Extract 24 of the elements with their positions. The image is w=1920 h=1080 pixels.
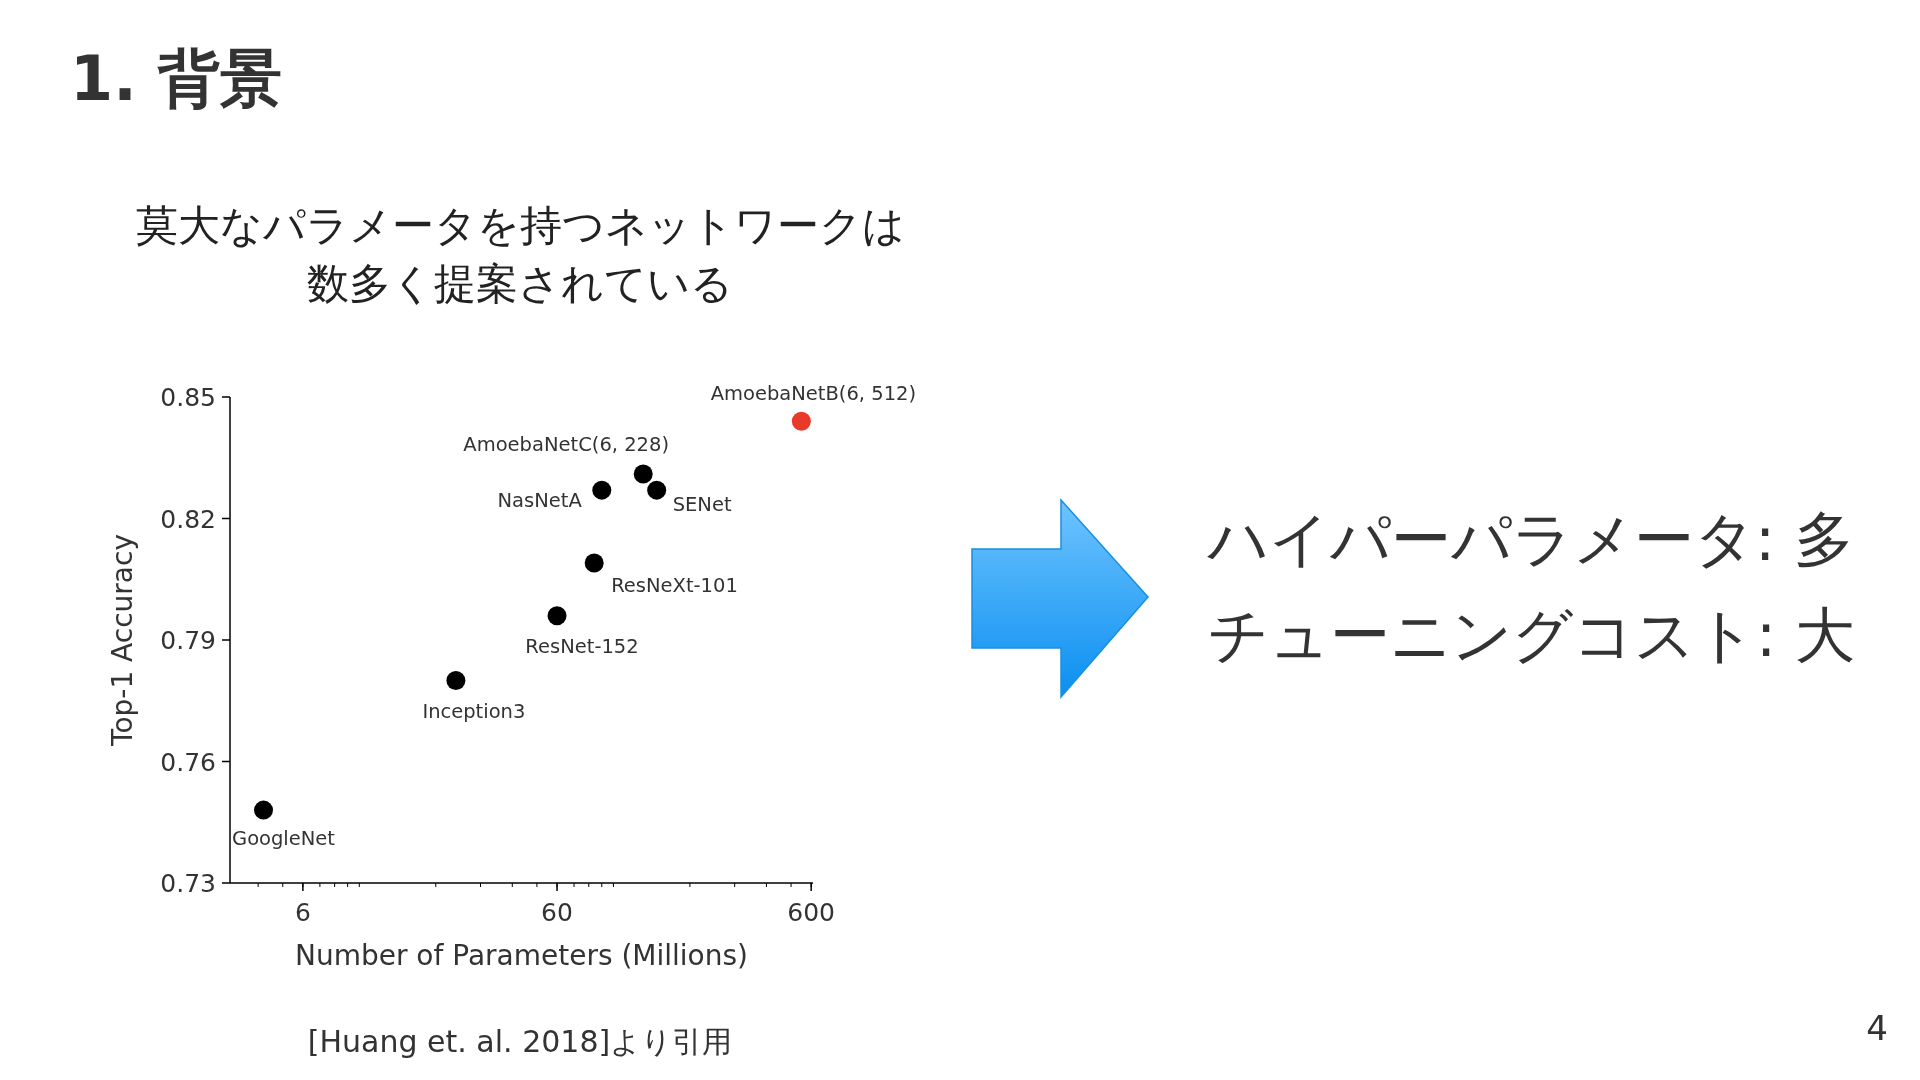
- annotation: SENet: [672, 493, 732, 517]
- x-axis-title: Number of Parameters (Millions): [294, 939, 749, 972]
- annotation: ResNet-152: [525, 634, 639, 658]
- y-tick-label: 0.73: [160, 869, 216, 898]
- x-tick-label: 600: [787, 898, 836, 927]
- text: チューニングコスト: 大: [1208, 600, 1856, 670]
- y-tick-label: 0.85: [160, 383, 216, 412]
- annotation: GoogleNet: [232, 827, 336, 851]
- y-axis-title: Top-1 Accuracy: [106, 534, 139, 747]
- text: 4: [1866, 1008, 1888, 1048]
- annotation: NasNetA: [497, 489, 583, 513]
- y-tick-label: 0.79: [160, 626, 216, 655]
- text: [Huang et. al. 2018]より引用: [307, 1024, 733, 1059]
- x-tick-label: 6: [294, 898, 311, 927]
- chart-title: 1. 背景: [70, 42, 283, 115]
- y-tick-label: 0.76: [160, 747, 216, 777]
- annotation: AmoebaNetB(6, 512): [710, 382, 917, 406]
- annotation: ResNeXt-101: [611, 574, 738, 598]
- annotation: Inception3: [422, 699, 526, 723]
- x-tick-label: 60: [541, 898, 573, 927]
- text: ハイパーパラメータ: 多: [1207, 504, 1855, 574]
- chart-subtitle: 莫大なパラメータを持つネットワークは数多く提案されている: [135, 201, 905, 308]
- annotation: AmoebaNetC(6, 228): [463, 432, 670, 456]
- y-tick-label: 0.82: [160, 504, 216, 534]
